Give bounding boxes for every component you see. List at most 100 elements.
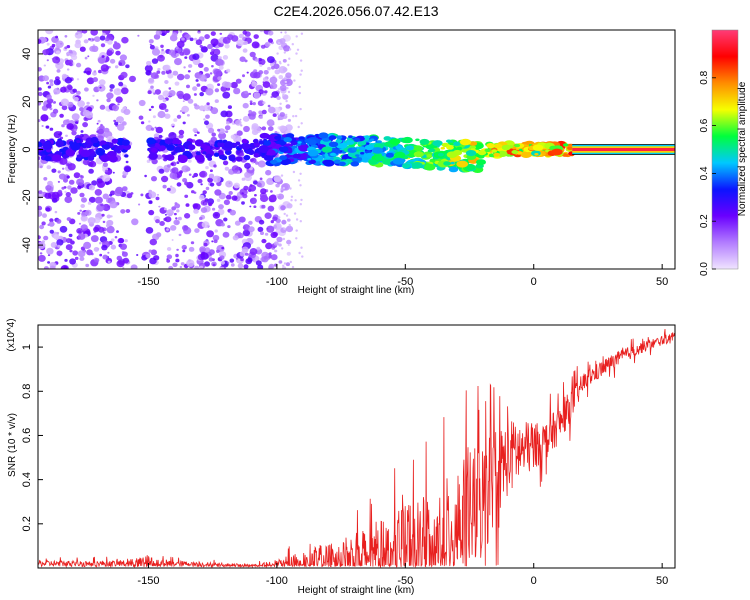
spectrogram-noise-dot <box>161 70 166 75</box>
spectrogram-noise-dot <box>110 215 113 218</box>
spectrogram-noise-dot <box>49 265 56 269</box>
spectrogram-band-blob <box>164 154 171 160</box>
spectrogram-band-blob <box>241 138 248 144</box>
spectrogram-noise-dot <box>124 166 131 173</box>
spectrogram-noise-dot <box>89 160 97 168</box>
spectrogram-noise-dot <box>278 88 281 91</box>
spectrogram-noise-dot <box>163 217 167 221</box>
spectrogram-noise-dot <box>270 95 273 99</box>
spectrogram-noise-dot <box>279 112 285 117</box>
spectrogram-noise-dot <box>38 119 41 123</box>
spectrogram-noise-dot <box>267 205 275 212</box>
spectrogram-noise-dot <box>181 244 187 250</box>
spectrogram-noise-dot <box>253 180 258 185</box>
spectrogram-noise-dot <box>205 114 210 119</box>
spectrogram-noise-dot <box>165 30 170 33</box>
spectrogram-noise-dot <box>39 224 45 230</box>
spectrogram-noise-dot <box>166 228 169 231</box>
spectrogram-band-blob <box>238 144 244 149</box>
snr-plot-area <box>38 325 675 568</box>
spectrogram-noise-dot <box>138 99 146 107</box>
spectrogram-noise-dot <box>207 127 215 134</box>
spectrogram-band-blob <box>563 143 569 147</box>
spectrogram-noise-dot <box>87 201 92 205</box>
spectrogram-noise-dot <box>47 261 51 264</box>
spectrogram-noise-dot <box>57 131 60 134</box>
spectrogram-noise-dot <box>157 194 159 196</box>
spectrogram-noise-dot <box>288 224 291 227</box>
spectrogram-noise-dot <box>70 187 78 194</box>
spectrogram-noise-dot <box>117 237 125 244</box>
spectrogram-noise-dot <box>158 205 161 208</box>
spectrogram-noise-dot <box>46 94 52 100</box>
spectrogram-noise-dot <box>182 178 188 183</box>
spectrogram-noise-dot <box>289 260 292 264</box>
spectrogram-noise-dot <box>94 196 103 204</box>
spectrogram-x-tick-label: 50 <box>656 276 668 288</box>
spectrogram-noise-dot <box>191 190 195 194</box>
spectrogram-noise-dot <box>93 226 100 233</box>
spectrogram-noise-dot <box>126 193 133 199</box>
spectrogram-noise-dot <box>98 69 102 74</box>
spectrogram-noise-dot <box>233 170 238 174</box>
spectrogram-noise-dot <box>66 119 70 123</box>
spectrogram-noise-dot <box>64 46 68 50</box>
spectrogram-band-blob <box>86 143 92 149</box>
spectrogram-noise-dot <box>56 69 61 73</box>
spectrogram-band-blob <box>224 141 234 149</box>
spectrogram-noise-dot <box>297 125 300 129</box>
spectrogram-noise-dot <box>199 92 204 97</box>
spectrogram-noise-dot <box>154 89 161 95</box>
spectrogram-noise-dot <box>276 52 279 55</box>
spectrogram-noise-dot <box>43 235 49 241</box>
spectrogram-noise-dot <box>91 38 95 41</box>
spectrogram-noise-dot <box>240 124 243 127</box>
spectrogram-noise-dot <box>65 134 68 137</box>
spectrogram-noise-dot <box>184 56 188 59</box>
spectrogram-noise-dot <box>275 183 280 188</box>
spectrogram-band-blob <box>512 146 517 150</box>
spectrogram-noise-dot <box>217 128 221 132</box>
spectrogram-noise-dot <box>187 159 192 163</box>
spectrogram-noise-dot <box>236 130 243 136</box>
spectrogram-noise-dot <box>101 213 105 217</box>
spectrogram-x-tick-label: 0 <box>531 276 537 288</box>
spectrogram-noise-dot <box>102 174 111 182</box>
spectrogram-noise-dot <box>129 75 136 83</box>
spectrogram-band-blob <box>368 159 378 165</box>
spectrogram-noise-dot <box>59 157 68 165</box>
spectrogram-band-blob <box>188 144 196 151</box>
spectrogram-noise-dot <box>248 184 257 192</box>
snr-x-ticks: -150 -100 -50 0 50 <box>137 563 668 587</box>
spectrogram-noise-dot <box>232 235 239 241</box>
spectrogram-noise-dot <box>210 107 219 115</box>
snr-x-tick-label: -100 <box>266 575 288 587</box>
spectrogram-noise-dot <box>38 210 43 217</box>
spectrogram-noise-dot <box>248 92 252 95</box>
spectrogram-noise-dot <box>166 187 171 192</box>
spectrogram-noise-dot <box>220 260 225 265</box>
spectrogram-band-blob <box>95 147 106 156</box>
spectrogram-noise-dot <box>262 101 266 105</box>
spectrogram-noise-dot <box>180 262 185 266</box>
spectrogram-band-blob <box>307 149 319 157</box>
spectrogram-band-blob <box>449 140 454 143</box>
spectrogram-noise-dot <box>62 167 65 170</box>
spectrogram-noise-dot <box>158 134 163 139</box>
spectrogram-noise-dot <box>244 90 249 95</box>
spectrogram-noise-dot <box>122 267 125 269</box>
spectrogram-band-blob <box>364 135 371 139</box>
spectrogram-noise-dot <box>261 109 267 115</box>
spectrogram-band-blob <box>151 147 158 153</box>
spectrogram-noise-dot <box>280 205 286 211</box>
colorbar-tick-label: 0.2 <box>699 214 710 228</box>
spectrogram-noise-dot <box>166 259 171 263</box>
spectrogram-band-blob <box>213 152 220 157</box>
spectrogram-noise-dot <box>209 169 213 172</box>
spectrogram-noise-dot <box>300 246 303 249</box>
spectrogram-noise-dot <box>209 72 213 75</box>
spectrogram-noise-dot <box>49 79 54 83</box>
spectrogram-noise-dot <box>172 262 178 268</box>
spectrogram-noise-dot <box>186 84 190 89</box>
spectrogram-noise-dot <box>270 254 278 261</box>
